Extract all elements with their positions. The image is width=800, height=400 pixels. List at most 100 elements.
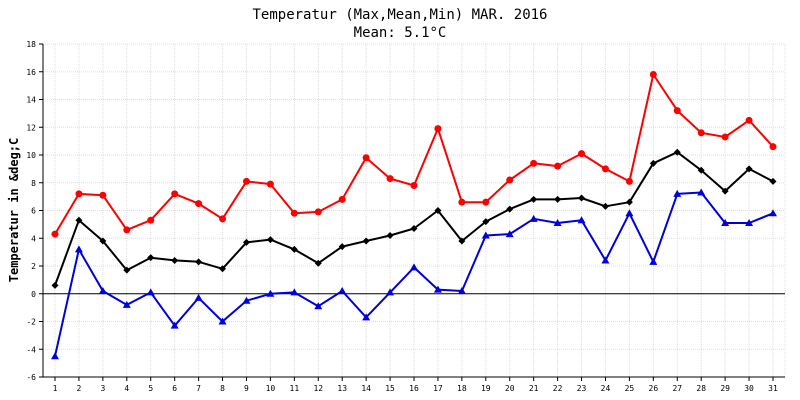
data-point-mean (338, 243, 346, 251)
data-point-min (745, 218, 754, 226)
data-point-mean (219, 265, 227, 273)
y-tick-label: 4 (31, 234, 36, 243)
chart-subtitle: Mean: 5.1°C (354, 25, 447, 41)
data-point-max (434, 125, 442, 133)
x-tick-label: 1 (53, 384, 58, 393)
y-tick-label: 8 (31, 179, 36, 188)
x-tick-label: 19 (481, 384, 491, 393)
x-tick-label: 3 (100, 384, 105, 393)
data-point-min (146, 288, 155, 296)
data-point-min (481, 231, 490, 239)
data-point-max (673, 107, 681, 115)
x-tick-label: 28 (696, 384, 706, 393)
data-point-min (649, 257, 658, 265)
data-point-max (314, 208, 322, 216)
x-tick-label: 24 (601, 384, 611, 393)
x-tick-label: 23 (577, 384, 587, 393)
data-point-max (195, 200, 203, 208)
x-tick-labels: 1 2 3 4 5 6 7 8 9 10 11 12 13 14 15 16 17 18 19 20 21 22 23 24 2… (53, 384, 778, 393)
data-point-mean (625, 198, 633, 206)
x-tick-label: 11 (290, 384, 300, 393)
data-point-min (74, 245, 83, 253)
x-tick-label: 4 (124, 384, 129, 393)
x-tick-label: 14 (361, 384, 371, 393)
x-tick-label: 25 (625, 384, 635, 393)
data-point-mean (434, 207, 442, 214)
data-point-min (625, 209, 634, 217)
y-axis-label: Temperatur in &deg;C (7, 138, 21, 283)
data-point-min (529, 214, 538, 222)
data-point-mean (99, 237, 107, 245)
x-tick-label: 22 (553, 384, 563, 393)
data-point-mean (458, 237, 466, 245)
y-tick-label: 14 (26, 96, 36, 105)
data-point-min (697, 188, 706, 196)
data-point-mean (123, 266, 131, 274)
x-tick-label: 20 (505, 384, 515, 393)
data-point-mean (697, 166, 705, 174)
y-tick-label: 18 (26, 40, 36, 49)
y-tick-label: 6 (31, 207, 36, 216)
x-tick-label: 12 (313, 384, 323, 393)
x-tick-label: 31 (768, 384, 778, 393)
data-point-min (577, 216, 586, 224)
data-point-mean (290, 245, 298, 253)
data-point-min (218, 317, 227, 325)
data-point-max (721, 133, 729, 141)
data-point-max (219, 215, 227, 223)
y-tick-label: 10 (26, 151, 36, 160)
data-point-min (505, 230, 514, 238)
data-point-min (314, 302, 323, 310)
data-point-max (266, 180, 274, 188)
data-point-max (338, 195, 346, 203)
x-tick-label: 9 (244, 384, 249, 393)
data-point-max (290, 209, 298, 217)
data-point-mean (649, 159, 657, 167)
data-point-mean (506, 205, 514, 213)
data-point-min (122, 300, 131, 308)
x-tick-label: 13 (337, 384, 347, 393)
x-tick-label: 2 (77, 384, 82, 393)
data-point-min (242, 296, 251, 304)
data-point-mean (242, 238, 250, 246)
data-point-max (99, 191, 107, 199)
x-tick-label: 8 (220, 384, 225, 393)
y-tick-label: 0 (31, 290, 36, 299)
x-tick-label: 7 (196, 384, 201, 393)
data-point-mean (266, 236, 274, 244)
data-point-mean (75, 216, 83, 224)
data-point-max (506, 176, 514, 184)
y-tick-labels: -6 -4 -2 0 2 4 6 8 10 12 14 16 18 (26, 40, 36, 382)
data-point-max (697, 129, 705, 137)
data-point-max (745, 116, 753, 124)
data-point-min (410, 263, 418, 271)
data-point-mean (554, 195, 562, 203)
x-tick-label: 18 (457, 384, 467, 393)
data-point-min (266, 289, 275, 297)
data-point-max (482, 198, 490, 206)
y-tick-label: 12 (26, 123, 36, 132)
y-tick-label: 16 (26, 68, 36, 77)
x-tick-label: 27 (672, 384, 682, 393)
data-point-max (530, 159, 538, 167)
x-tick-label: 30 (744, 384, 754, 393)
data-point-max (578, 150, 586, 158)
data-point-mean (51, 281, 59, 289)
data-point-mean (769, 177, 777, 185)
x-tick-label: 26 (649, 384, 659, 393)
data-point-min (386, 288, 395, 296)
data-point-min (601, 256, 610, 264)
data-point-min (362, 313, 371, 321)
data-point-min (433, 285, 442, 293)
data-point-max (554, 162, 562, 170)
y-tick-label: 2 (31, 262, 36, 271)
y-tick-label: -4 (26, 345, 36, 354)
x-tick-label: 16 (409, 384, 419, 393)
data-point-max (123, 226, 131, 234)
data-point-mean (601, 202, 609, 210)
data-point-min (553, 218, 562, 226)
series-mean (51, 148, 777, 289)
x-tick-label: 17 (433, 384, 443, 393)
data-point-max (458, 198, 466, 206)
